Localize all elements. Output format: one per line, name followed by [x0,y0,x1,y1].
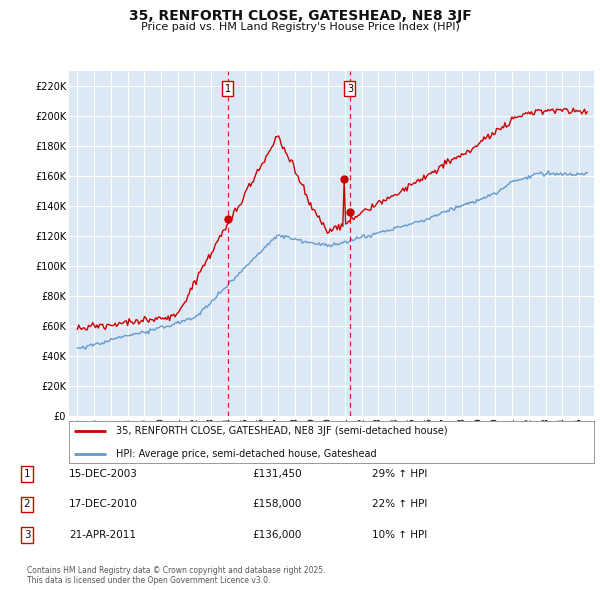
Text: 29% ↑ HPI: 29% ↑ HPI [372,469,427,478]
Text: £131,450: £131,450 [252,469,302,478]
Text: £136,000: £136,000 [252,530,301,540]
Text: Contains HM Land Registry data © Crown copyright and database right 2025.
This d: Contains HM Land Registry data © Crown c… [27,566,325,585]
Text: 10% ↑ HPI: 10% ↑ HPI [372,530,427,540]
Text: 1: 1 [225,84,231,94]
Text: 1: 1 [23,469,31,478]
Text: 21-APR-2011: 21-APR-2011 [69,530,136,540]
Text: 3: 3 [347,84,353,94]
Text: Price paid vs. HM Land Registry's House Price Index (HPI): Price paid vs. HM Land Registry's House … [140,22,460,32]
Text: HPI: Average price, semi-detached house, Gateshead: HPI: Average price, semi-detached house,… [116,449,377,459]
Text: 3: 3 [23,530,31,540]
Text: 35, RENFORTH CLOSE, GATESHEAD, NE8 3JF (semi-detached house): 35, RENFORTH CLOSE, GATESHEAD, NE8 3JF (… [116,427,448,436]
Text: £158,000: £158,000 [252,500,301,509]
Text: 17-DEC-2010: 17-DEC-2010 [69,500,138,509]
Text: 2: 2 [23,500,31,509]
Text: 35, RENFORTH CLOSE, GATESHEAD, NE8 3JF: 35, RENFORTH CLOSE, GATESHEAD, NE8 3JF [128,9,472,23]
Text: 22% ↑ HPI: 22% ↑ HPI [372,500,427,509]
Text: 15-DEC-2003: 15-DEC-2003 [69,469,138,478]
